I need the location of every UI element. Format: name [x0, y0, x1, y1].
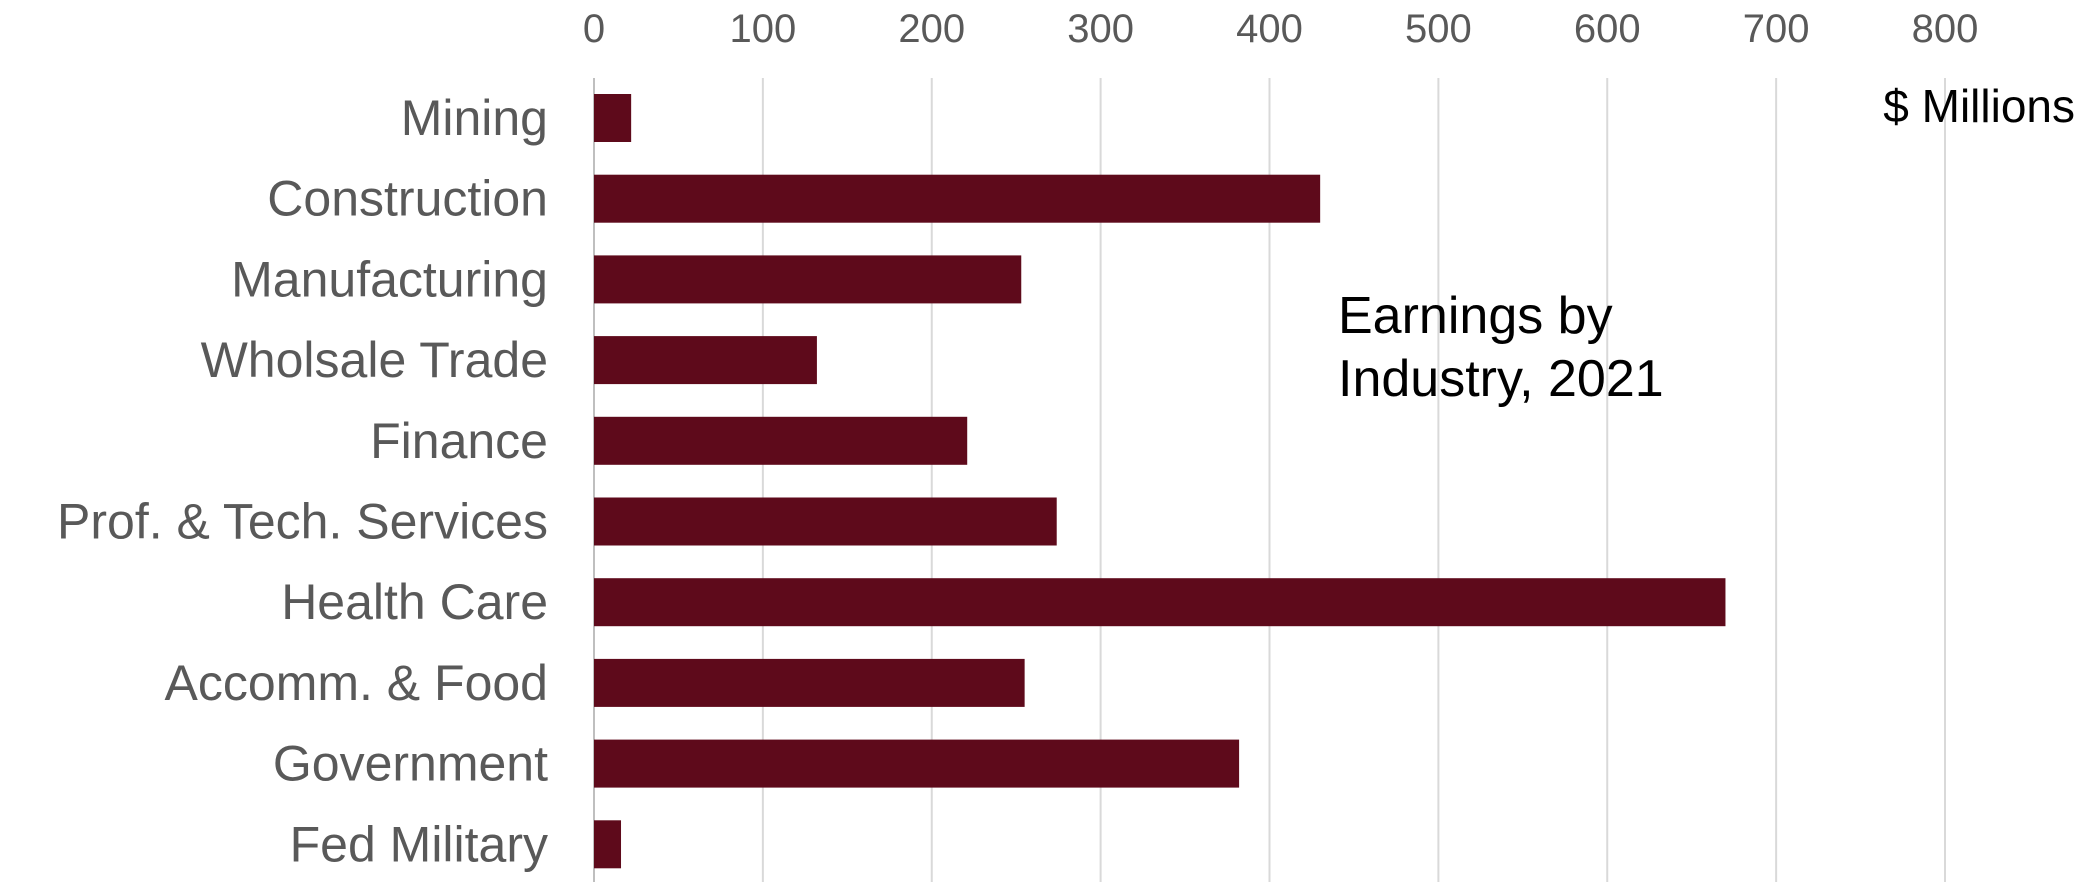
category-label: Finance	[370, 413, 548, 469]
category-label: Health Care	[281, 574, 548, 630]
bar	[594, 739, 1240, 788]
bar	[594, 336, 817, 385]
chart-title-line-2: Industry, 2021	[1338, 350, 1664, 408]
bar	[594, 174, 1321, 223]
category-label: Fed Military	[290, 816, 548, 872]
x-tick-label: 500	[1405, 7, 1472, 51]
bar	[594, 416, 968, 465]
bars	[594, 94, 1726, 869]
chart-title: Earnings by Industry, 2021	[1338, 287, 1664, 408]
bar	[594, 497, 1057, 546]
x-tick-label: 100	[730, 7, 797, 51]
x-tick-label: 800	[1912, 7, 1979, 51]
unit-label: $ Millions	[1883, 80, 2075, 132]
category-labels: Mining Construction Manufacturing Wholsale …	[57, 90, 548, 872]
category-label: Manufacturing	[231, 251, 548, 307]
category-label: Mining	[401, 90, 548, 146]
x-tick-label: 600	[1574, 7, 1641, 51]
x-axis: 0 100 200 300 400 500 600 700 800	[583, 7, 1979, 51]
chart-title-line-1: Earnings by	[1338, 287, 1613, 345]
bar	[594, 658, 1025, 707]
category-label: Accomm. & Food	[165, 655, 548, 711]
category-label: Government	[273, 736, 548, 792]
x-tick-label: 300	[1067, 7, 1134, 51]
x-tick-label: 400	[1236, 7, 1303, 51]
x-tick-label: 200	[898, 7, 965, 51]
bar	[594, 94, 632, 142]
bar	[594, 820, 622, 869]
x-tick-label: 0	[583, 7, 605, 51]
bar	[594, 578, 1726, 627]
category-label: Prof. & Tech. Services	[57, 494, 548, 550]
category-label: Construction	[267, 171, 548, 227]
bar	[594, 255, 1022, 304]
category-label: Wholsale Trade	[201, 332, 548, 388]
x-tick-label: 700	[1743, 7, 1810, 51]
